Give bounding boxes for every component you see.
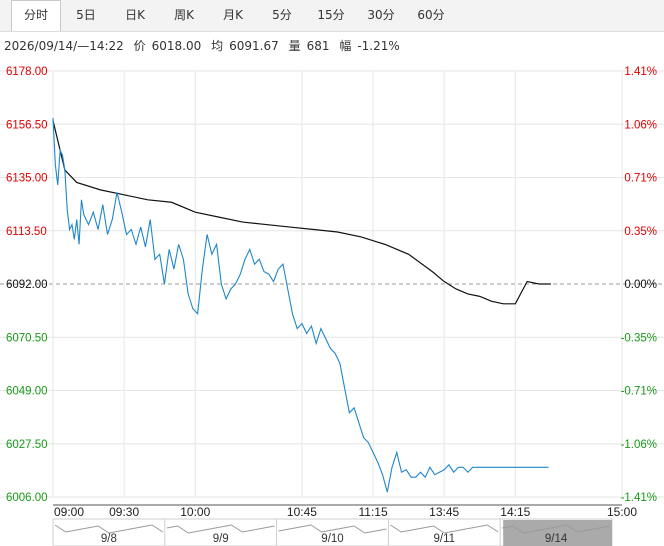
navigator-mini-line [54, 524, 164, 534]
y-tick-label: 6027.50 [6, 439, 48, 451]
navigator-date-label: 9/10 [321, 533, 343, 545]
y-tick-label: 6006.00 [6, 492, 48, 504]
y-tick-label: 6092.00 [6, 279, 48, 291]
x-tick-label: 10:00 [180, 505, 210, 519]
y-tick-label: 6135.00 [6, 173, 48, 185]
info-change-label: 幅 [339, 39, 352, 53]
pct-tick-label: -0.35% [621, 332, 657, 344]
x-tick-label: 14:15 [500, 505, 530, 519]
info-volume: 681 [306, 39, 330, 53]
pct-tick-label: 0.35% [624, 226, 657, 238]
tab-daily-k[interactable]: 日K [125, 8, 145, 22]
quote-info-line: 2026/09/14/—14:22 价 6018.00 均 6091.67 量 681… [4, 37, 406, 54]
y-tick-label: 6156.50 [6, 119, 48, 131]
y-tick-label: 6113.50 [6, 226, 47, 238]
tab-15min[interactable]: 15分 [317, 8, 345, 22]
tab-weekly-k[interactable]: 周K [174, 8, 194, 22]
x-tick-label: 13:45 [429, 505, 459, 519]
info-volume-label: 量 [288, 39, 301, 53]
navigator-mini-line [502, 524, 611, 534]
navigator-selected-window[interactable] [503, 520, 612, 546]
info-avg: 6091.67 [229, 39, 279, 53]
navigator-date-label: 9/14 [545, 533, 568, 545]
tab-5day[interactable]: 5日 [76, 8, 96, 22]
info-datetime: 2026/09/14/—14:22 [4, 39, 124, 53]
tab-intraday[interactable]: 分时 [11, 0, 61, 31]
y-tick-label: 6070.50 [6, 332, 48, 344]
x-tick-label: 15:00 [607, 505, 637, 519]
x-tick-label: 09:30 [109, 505, 139, 519]
y-tick-label: 6178.00 [6, 66, 48, 78]
x-tick-label: 11:15 [358, 505, 387, 519]
info-change: -1.21% [357, 39, 400, 53]
x-tick-label: 09:00 [54, 505, 84, 519]
navigator-date-label: 9/9 [213, 533, 229, 545]
x-tick-label: 10:45 [287, 505, 317, 519]
pct-tick-label: -1.06% [621, 439, 657, 451]
info-price: 6018.00 [151, 39, 202, 53]
pct-tick-label: 1.06% [624, 119, 657, 131]
pct-tick-label: -0.71% [621, 386, 657, 398]
navigator-mini-line [166, 524, 275, 534]
info-price-label: 价 [133, 39, 146, 53]
pct-tick-label: -1.41% [621, 492, 657, 504]
info-avg-label: 均 [211, 39, 224, 53]
navigator-mini-line [278, 524, 387, 534]
navigator-date-label: 9/11 [434, 533, 456, 545]
pct-tick-label: 1.41% [624, 66, 657, 78]
pct-tick-label: 0.71% [624, 173, 657, 185]
tab-30min[interactable]: 30分 [367, 8, 395, 22]
tab-60min[interactable]: 60分 [417, 8, 445, 22]
price-line [52, 118, 549, 493]
pct-tick-label: 0.00% [624, 279, 657, 291]
tab-5min[interactable]: 5分 [272, 8, 292, 22]
average-price-line [52, 120, 551, 305]
tab-monthly-k[interactable]: 月K [223, 8, 243, 22]
navigator-date-label: 9/8 [101, 533, 117, 545]
navigator-mini-line [390, 524, 499, 534]
y-tick-label: 6049.00 [6, 386, 48, 398]
period-tab-bar: 分时 5日 日K 周K 月K 5分 15分 30分 60分 [0, 0, 664, 32]
